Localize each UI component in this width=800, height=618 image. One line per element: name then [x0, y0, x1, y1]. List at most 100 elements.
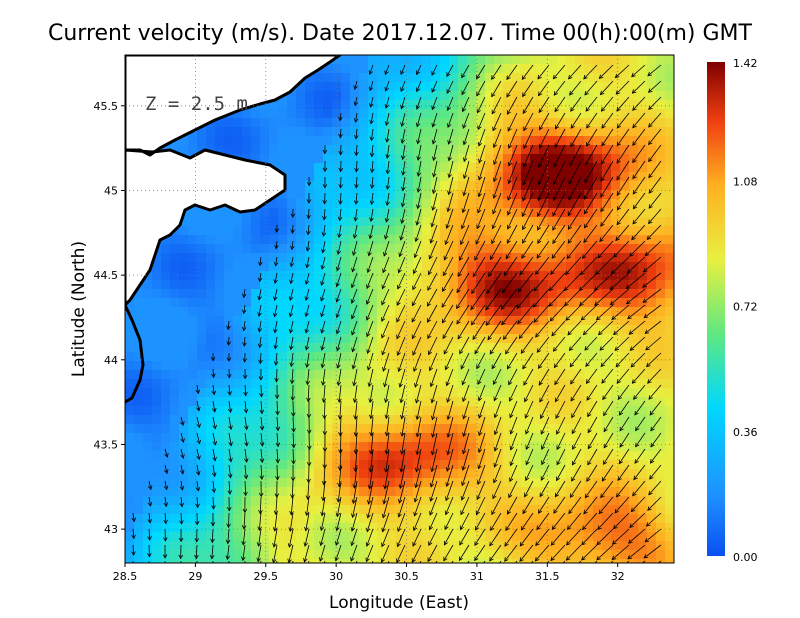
- heat-cell: [359, 487, 369, 497]
- heat-cell: [143, 451, 153, 461]
- heat-cell: [368, 388, 378, 398]
- heat-cell: [350, 406, 360, 416]
- heat-cell: [647, 550, 657, 560]
- heat-cell: [458, 514, 468, 524]
- heat-cell: [593, 100, 603, 110]
- heat-cell: [251, 280, 261, 290]
- arrow-head: [525, 460, 530, 466]
- arrow-head: [383, 382, 388, 388]
- heat-cell: [440, 370, 450, 380]
- velocity-arrow: [599, 336, 614, 351]
- heat-cell: [602, 307, 612, 317]
- arrow-head: [554, 397, 559, 403]
- heat-cell: [449, 55, 459, 65]
- velocity-arrow: [580, 256, 598, 275]
- heat-cell: [422, 172, 432, 182]
- heat-cell: [152, 316, 162, 326]
- heat-cell: [206, 550, 216, 560]
- arrow-head: [493, 430, 499, 436]
- arrow-head: [369, 119, 374, 125]
- heat-cell: [557, 541, 567, 551]
- heat-cell: [395, 442, 405, 452]
- heat-cell: [449, 271, 459, 281]
- heat-cell: [647, 190, 657, 200]
- heat-cell: [440, 325, 450, 335]
- arrow-head: [585, 362, 590, 368]
- arrow-head: [600, 107, 606, 112]
- heat-cell: [242, 343, 252, 353]
- heat-cell: [188, 235, 198, 245]
- heat-cell: [566, 559, 576, 563]
- velocity-arrow: [570, 368, 582, 385]
- heat-cell: [566, 307, 576, 317]
- arrow-head: [365, 316, 371, 321]
- heat-cell: [359, 208, 369, 218]
- heat-cell: [350, 424, 360, 434]
- heat-cell: [647, 145, 657, 155]
- arrow-head: [569, 362, 575, 368]
- velocity-arrow: [354, 384, 358, 403]
- arrow-head: [445, 224, 450, 229]
- arrow-head: [211, 373, 216, 379]
- heat-cell: [467, 91, 477, 101]
- heat-cell: [584, 91, 594, 101]
- arrow-head: [632, 189, 637, 195]
- heat-cell: [458, 154, 468, 164]
- heat-cell: [359, 433, 369, 443]
- velocity-arrow: [502, 272, 518, 293]
- arrow-head: [431, 88, 436, 93]
- heat-cell: [566, 154, 576, 164]
- heat-cell: [494, 172, 504, 182]
- heat-cell: [512, 514, 522, 524]
- heat-cell: [296, 109, 306, 119]
- heat-cell: [350, 145, 360, 155]
- heat-cell: [449, 397, 459, 407]
- heat-cell: [305, 370, 315, 380]
- heat-cell: [620, 289, 630, 299]
- heat-cell: [665, 343, 674, 353]
- arrow-head: [461, 466, 466, 471]
- heat-cell: [665, 199, 674, 209]
- heat-cell: [494, 532, 504, 542]
- heat-cell: [476, 235, 486, 245]
- arrow-head: [179, 502, 184, 508]
- heat-cell: [314, 352, 324, 362]
- arrow-head: [525, 476, 530, 482]
- heat-cell: [386, 208, 396, 218]
- heat-cell: [611, 550, 621, 560]
- heat-cell: [467, 226, 477, 236]
- heat-cell: [269, 100, 279, 110]
- arrow-head: [492, 494, 497, 500]
- heat-cell: [161, 406, 171, 416]
- arrow-head: [506, 364, 512, 370]
- heat-cell: [242, 127, 252, 137]
- heat-cell: [215, 532, 225, 542]
- heat-cell: [377, 262, 387, 272]
- arrow-head: [517, 319, 522, 325]
- heat-cell: [647, 478, 657, 488]
- heat-cell: [377, 136, 387, 146]
- heat-cell: [341, 82, 351, 92]
- velocity-arrow: [447, 432, 454, 455]
- arrow-head: [432, 156, 437, 162]
- velocity-arrow: [258, 304, 262, 317]
- heat-cell: [656, 118, 666, 128]
- heat-cell: [485, 82, 495, 92]
- heat-cell: [656, 298, 666, 308]
- heat-cell: [377, 397, 387, 407]
- heat-cell: [278, 136, 288, 146]
- velocity-arrow: [446, 464, 454, 487]
- heat-cell: [566, 487, 576, 497]
- arrow-head: [583, 74, 588, 80]
- heat-cell: [431, 514, 441, 524]
- heat-cell: [467, 541, 477, 551]
- arrow-head: [568, 346, 574, 351]
- arrow-head: [384, 70, 389, 76]
- velocity-arrow: [507, 352, 518, 370]
- heat-cell: [629, 523, 639, 533]
- heat-cell: [278, 361, 288, 371]
- heat-cell: [278, 289, 288, 299]
- arrow-head: [509, 429, 514, 435]
- velocity-arrow: [323, 208, 326, 220]
- heat-cell: [314, 82, 324, 92]
